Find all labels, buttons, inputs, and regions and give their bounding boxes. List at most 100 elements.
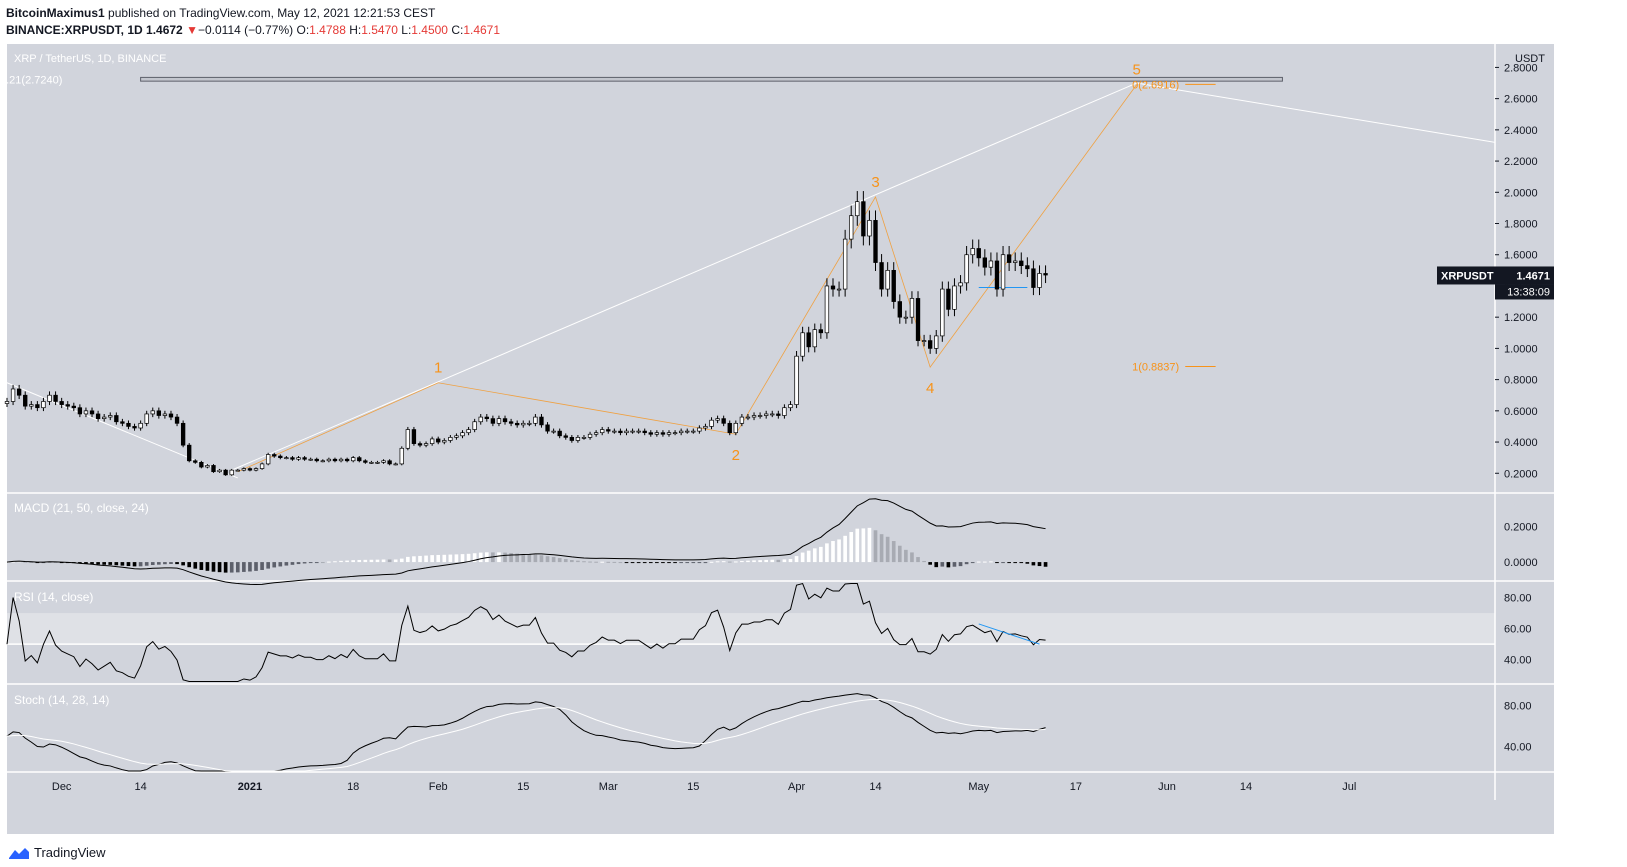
- time-tick-label: Jun: [1158, 781, 1176, 793]
- macd-histogram-bar: [539, 555, 544, 563]
- candle-body: [855, 201, 860, 217]
- macd-histogram-bar: [223, 562, 228, 573]
- close-value: 1.4671: [463, 23, 501, 37]
- macd-histogram-bar: [806, 550, 811, 563]
- candle-body: [411, 429, 417, 444]
- macd-histogram-bar: [600, 561, 605, 563]
- macd-histogram-bar: [970, 562, 975, 564]
- candle-body: [1037, 273, 1042, 288]
- macd-histogram-bar: [703, 562, 708, 564]
- macd-histogram-bar: [430, 555, 434, 563]
- candle-body: [691, 430, 696, 433]
- macd-histogram-bar: [642, 562, 647, 564]
- macd-histogram-bar: [740, 561, 744, 563]
- candle-body: [308, 458, 313, 461]
- candle-body: [660, 432, 666, 435]
- candle-body: [399, 447, 404, 465]
- macd-histogram-bar: [387, 559, 392, 563]
- candle-body: [618, 430, 623, 434]
- candle-body: [278, 455, 283, 459]
- macd-histogram-bar: [169, 562, 173, 564]
- price-tick-label: 2.0000: [1504, 187, 1538, 199]
- candle-body: [879, 262, 884, 290]
- candle-body: [29, 404, 34, 407]
- macd-tick-label: 0.2000: [1504, 521, 1538, 533]
- macd-histogram-bar: [1037, 562, 1042, 567]
- macd-histogram-bar: [849, 532, 854, 563]
- wave-label: 5: [1132, 62, 1140, 79]
- candle-body: [812, 329, 817, 348]
- macd-histogram-bar: [47, 561, 52, 563]
- macd-histogram-bar: [448, 554, 453, 563]
- macd-histogram-bar: [369, 559, 374, 563]
- stoch-tick-label: 40.00: [1504, 741, 1532, 753]
- candle-body: [514, 422, 520, 426]
- macd-histogram-bar: [648, 562, 653, 564]
- time-tick-label: 18: [347, 781, 359, 793]
- candle-body: [508, 421, 514, 424]
- candle-body: [569, 437, 575, 441]
- candle-body: [284, 457, 289, 460]
- candle-body: [721, 418, 726, 424]
- macd-histogram-bar: [205, 562, 210, 571]
- symbol-info: BINANCE:XRPUSDT, 1D: [6, 23, 143, 37]
- candle-body: [527, 422, 532, 425]
- candle-body: [290, 457, 295, 460]
- candle-body: [593, 432, 599, 435]
- candle-body: [1043, 273, 1048, 276]
- macd-histogram-bar: [867, 527, 872, 563]
- candle-body: [678, 430, 684, 434]
- macd-histogram-bar: [375, 559, 380, 563]
- macd-histogram-bar: [248, 562, 252, 572]
- candle-body: [217, 469, 222, 473]
- macd-histogram-bar: [1031, 562, 1036, 566]
- candle-body: [836, 288, 842, 291]
- macd-histogram-bar: [515, 553, 519, 563]
- rsi-tick-label: 60.00: [1504, 624, 1532, 636]
- time-tick-label: Apr: [788, 781, 805, 793]
- candle-body: [95, 413, 101, 419]
- candle-body: [369, 461, 374, 464]
- footer: TradingView: [0, 837, 1627, 867]
- low-label: L:: [401, 23, 412, 37]
- candle-body: [229, 469, 234, 476]
- last-price-symbol: XRPUSDT: [1441, 270, 1494, 282]
- candle-body: [788, 404, 793, 409]
- candle-body: [108, 415, 113, 418]
- macd-histogram-bar: [533, 554, 538, 563]
- time-tick-label: Mar: [599, 781, 618, 793]
- macd-histogram-bar: [958, 562, 963, 567]
- stoch-k-line: [6, 693, 1046, 772]
- price-tick-label: 2.2000: [1504, 156, 1538, 168]
- candle-body: [436, 438, 441, 443]
- macd-histogram-bar: [776, 559, 781, 563]
- price-tick-label: 2.4000: [1504, 125, 1538, 137]
- time-tick-label: 15: [517, 781, 529, 793]
- candle-body: [296, 457, 301, 460]
- price-tick-label: 2.8000: [1504, 62, 1538, 74]
- macd-histogram-bar: [1007, 562, 1011, 564]
- macd-histogram-bar: [618, 562, 623, 564]
- macd-histogram-bar: [758, 560, 762, 563]
- macd-histogram-bar: [333, 561, 337, 563]
- candle-body: [891, 269, 896, 302]
- macd-histogram-bar: [114, 562, 119, 566]
- candle-body: [672, 432, 678, 435]
- macd-histogram-bar: [260, 562, 264, 570]
- macd-histogram-bar: [5, 562, 9, 564]
- candle-body: [387, 460, 392, 465]
- last-price-tag: [1437, 266, 1554, 285]
- macd-histogram-bar: [946, 562, 951, 568]
- price-chart[interactable]: 2.8000 2.6000 2.4000 2.2000 2.0000 1.8000 1.60…: [0, 44, 1627, 837]
- wave-label: 3: [871, 174, 879, 191]
- open-label: O:: [296, 23, 310, 37]
- candle-body: [539, 416, 544, 426]
- candle-body: [849, 215, 854, 240]
- high-label: H:: [349, 23, 362, 37]
- author-name[interactable]: BitcoinMaximus1: [6, 6, 105, 20]
- candle-body: [952, 285, 957, 310]
- candle-body: [745, 416, 751, 419]
- down-arrow-icon: ▼: [186, 23, 198, 37]
- macd-histogram-bar: [102, 562, 106, 565]
- candle-body: [934, 335, 939, 349]
